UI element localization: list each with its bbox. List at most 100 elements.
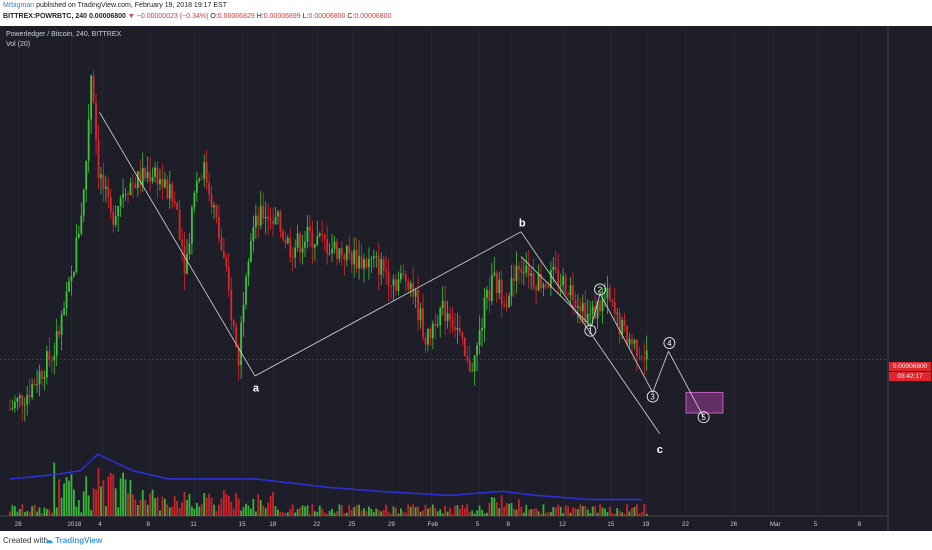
volume-bar: [572, 507, 574, 516]
volume-bar: [16, 511, 19, 516]
publish-header: Mrbigman published on TradingView.com, F…: [0, 0, 932, 26]
candle-body: [340, 248, 343, 256]
volume-bar: [643, 504, 646, 516]
candle-body: [576, 305, 579, 308]
candle-body: [638, 356, 641, 358]
candle-body: [151, 176, 154, 182]
candle-body: [488, 290, 491, 301]
volume-bar: [424, 504, 427, 516]
candle-body: [242, 304, 245, 323]
volume-bar: [232, 508, 235, 516]
target-zone: [685, 391, 724, 414]
footer: Created with ☁ TradingView: [0, 531, 932, 550]
candle-body: [591, 306, 594, 314]
volume-bar: [626, 504, 628, 516]
volume-bar: [584, 506, 587, 516]
volume-bar: [191, 506, 193, 516]
candle-body: [500, 279, 503, 305]
volume-bar: [210, 497, 213, 516]
candle-body: [390, 285, 392, 287]
candle-body: [191, 207, 193, 244]
volume-bar: [562, 513, 565, 516]
volume-bar: [284, 512, 287, 516]
candle-body: [286, 237, 289, 244]
volume-bar: [449, 507, 451, 516]
volume-bar: [525, 504, 528, 516]
volume-bar: [31, 506, 34, 516]
volume-bar: [545, 512, 547, 516]
candle-body: [363, 259, 365, 269]
candle-body: [640, 357, 643, 359]
volume-bar: [183, 491, 186, 516]
candle-body: [631, 338, 633, 344]
candle-body: [50, 359, 53, 361]
volume-bar: [112, 474, 115, 516]
volume-bar: [176, 500, 179, 516]
volume-bar: [372, 512, 375, 516]
candle-body: [559, 285, 562, 287]
candle-body: [584, 302, 587, 323]
candle-body: [569, 285, 572, 296]
candle-body: [304, 241, 306, 248]
volume-bar: [471, 510, 474, 516]
candle-body: [232, 320, 235, 327]
wave-line: [99, 112, 256, 377]
volume-bar: [269, 495, 272, 516]
candle-body: [628, 338, 631, 345]
candle-body: [645, 350, 648, 360]
volume-bar: [188, 493, 191, 516]
tradingview-logo[interactable]: ☁ TradingView: [45, 536, 102, 545]
wave-count-label: 3: [650, 393, 655, 402]
candle-body: [18, 395, 21, 399]
volume-bar: [402, 511, 405, 516]
volume-bar: [250, 508, 252, 516]
volume-bar: [281, 512, 284, 516]
candle-body: [350, 253, 353, 265]
volume-bar: [594, 506, 596, 516]
volume-bar: [481, 509, 483, 516]
volume-bar: [73, 489, 75, 516]
volume-bar: [225, 493, 228, 516]
candle-body: [28, 394, 31, 398]
candle-body: [395, 279, 397, 291]
volume-bar: [608, 507, 611, 516]
candle-body: [154, 167, 156, 177]
high-label: H:: [256, 13, 264, 20]
candle-body: [80, 215, 83, 234]
candle-body: [267, 216, 270, 220]
candle-body: [643, 358, 646, 360]
volume-bar: [205, 497, 208, 516]
volume-bar: [328, 510, 331, 516]
candle-body: [225, 257, 228, 267]
volume-bar: [520, 506, 523, 516]
x-tick-label: 4: [98, 521, 102, 528]
volume-bar: [296, 509, 299, 516]
candle-body: [323, 234, 326, 240]
author-link[interactable]: Mrbigman: [3, 2, 35, 9]
candle-body: [404, 274, 407, 282]
candle-body: [321, 233, 324, 235]
candle-body: [296, 233, 299, 248]
candle-body: [90, 75, 93, 120]
volume-bar: [208, 493, 211, 516]
candle-body: [360, 256, 363, 269]
cloud-icon: ☁: [45, 536, 53, 545]
chart-area[interactable]: 0.000035000.000040000.000045000.00005000…: [0, 26, 932, 531]
volume-bar: [493, 497, 496, 516]
volume-bar: [510, 503, 513, 516]
volume-bar: [171, 506, 174, 516]
candle-body: [159, 178, 161, 185]
volume-bar: [68, 480, 70, 516]
candle-body: [198, 178, 201, 181]
wave-count-label: 2: [598, 285, 603, 294]
price-chart[interactable]: 0.000035000.000040000.000045000.00005000…: [0, 26, 932, 531]
candle-body: [596, 301, 599, 319]
candle-body: [446, 313, 449, 322]
candle-body: [471, 371, 474, 372]
x-tick-label: 29: [388, 521, 395, 528]
candle-body: [468, 360, 471, 372]
candle-body: [513, 278, 515, 281]
volume-bar: [326, 513, 329, 516]
candle-body: [218, 216, 220, 238]
volume-ma-line: [9, 453, 643, 501]
